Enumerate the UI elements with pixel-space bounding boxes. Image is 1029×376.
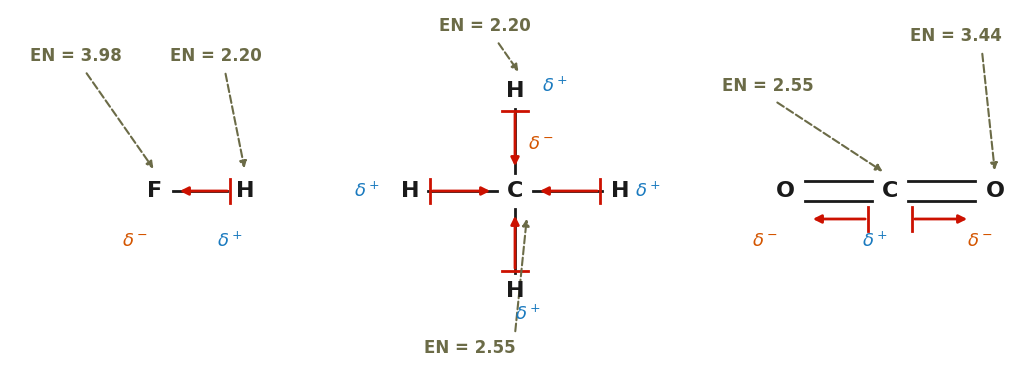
- Text: $\delta^-$: $\delta^-$: [528, 135, 554, 153]
- Text: $\delta^+$: $\delta^+$: [635, 181, 661, 201]
- Text: O: O: [776, 181, 794, 201]
- Text: $\delta^-$: $\delta^-$: [752, 232, 778, 250]
- Text: $\delta^+$: $\delta^+$: [354, 181, 380, 201]
- Text: $\delta^-$: $\delta^-$: [967, 232, 993, 250]
- Text: $\delta^+$: $\delta^+$: [862, 231, 888, 251]
- Text: EN = 3.44: EN = 3.44: [910, 27, 1002, 45]
- Text: $\delta^+$: $\delta^+$: [516, 304, 541, 324]
- Text: H: H: [505, 81, 524, 101]
- Text: H: H: [505, 281, 524, 301]
- Text: C: C: [507, 181, 523, 201]
- Text: $\delta^-$: $\delta^-$: [122, 232, 148, 250]
- Text: EN = 2.20: EN = 2.20: [439, 17, 531, 35]
- Text: $\delta^+$: $\delta^+$: [217, 231, 243, 251]
- Text: H: H: [400, 181, 419, 201]
- Text: EN = 2.55: EN = 2.55: [424, 339, 516, 357]
- Text: H: H: [611, 181, 630, 201]
- Text: F: F: [147, 181, 163, 201]
- Text: H: H: [236, 181, 254, 201]
- Text: O: O: [986, 181, 1004, 201]
- Text: EN = 2.20: EN = 2.20: [170, 47, 261, 65]
- Text: EN = 2.55: EN = 2.55: [722, 77, 814, 95]
- Text: $\delta^+$: $\delta^+$: [542, 76, 568, 96]
- Text: C: C: [882, 181, 898, 201]
- Text: EN = 3.98: EN = 3.98: [30, 47, 121, 65]
